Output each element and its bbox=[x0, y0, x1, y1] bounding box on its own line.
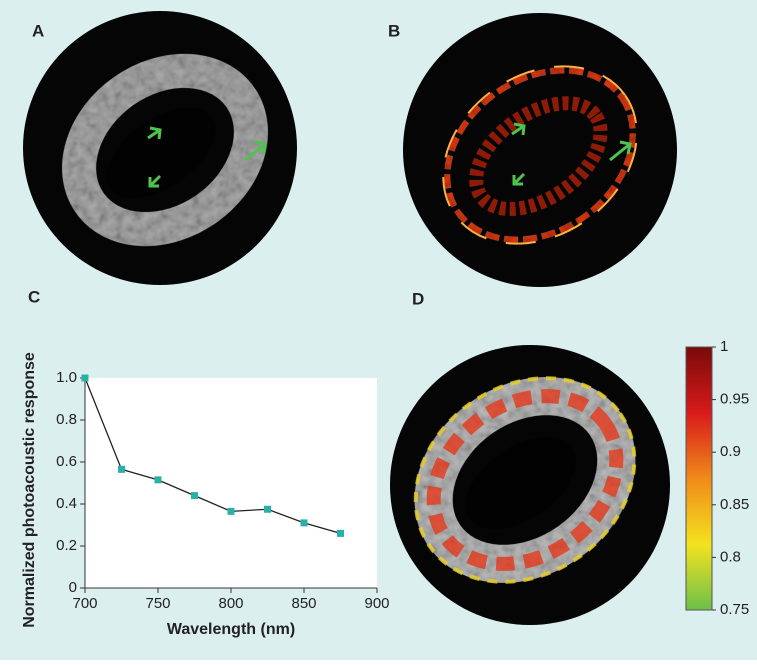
panel-label: A bbox=[32, 21, 44, 40]
x-tick-label: 850 bbox=[291, 595, 316, 612]
colorbar-tick-label: 1 bbox=[720, 338, 728, 355]
y-tick-label: 1.0 bbox=[56, 369, 77, 386]
y-tick-label: 0 bbox=[69, 579, 77, 596]
marker bbox=[228, 508, 235, 515]
x-tick-label: 800 bbox=[218, 595, 243, 612]
marker bbox=[337, 530, 344, 537]
colorbar-tick-label: 0.8 bbox=[720, 548, 741, 565]
colorbar-tick-label: 0.9 bbox=[720, 443, 741, 460]
y-tick-label: 0.8 bbox=[56, 411, 77, 428]
plot-area bbox=[85, 378, 377, 588]
x-axis-label: Wavelength (nm) bbox=[167, 621, 295, 638]
y-tick-label: 0.2 bbox=[56, 537, 77, 554]
marker bbox=[191, 492, 198, 499]
y-axis-label: Normalized photoacoustic response bbox=[21, 352, 38, 628]
y-tick-label: 0.4 bbox=[56, 495, 77, 512]
colorbar bbox=[686, 347, 712, 610]
marker bbox=[82, 375, 89, 382]
y-tick-label: 0.6 bbox=[56, 453, 77, 470]
x-tick-label: 900 bbox=[364, 595, 389, 612]
colorbar-tick-label: 0.85 bbox=[720, 496, 749, 513]
marker bbox=[301, 519, 308, 526]
figure: A B D C Wavelength (nm) Normalized photo… bbox=[0, 0, 757, 660]
x-tick-label: 750 bbox=[145, 595, 170, 612]
panel-label: B bbox=[388, 21, 400, 40]
marker bbox=[264, 506, 271, 513]
panel-label: D bbox=[412, 289, 424, 308]
panel-label: C bbox=[28, 287, 40, 306]
colorbar-tick-label: 0.75 bbox=[720, 601, 749, 618]
colorbar-tick-label: 0.95 bbox=[720, 391, 749, 408]
marker bbox=[118, 466, 125, 473]
x-tick-label: 700 bbox=[72, 595, 97, 612]
marker bbox=[155, 476, 162, 483]
